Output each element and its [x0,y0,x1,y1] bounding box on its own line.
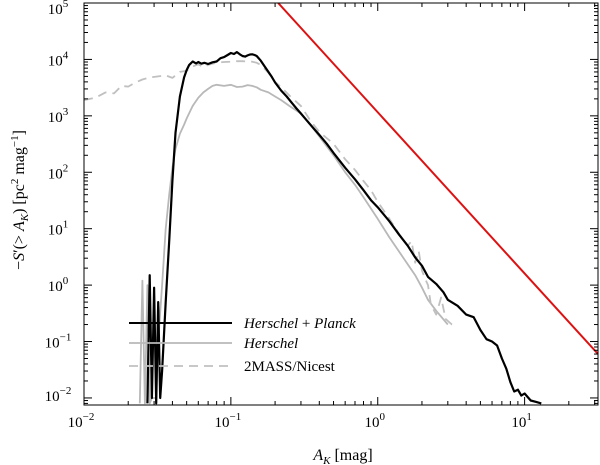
legend-entry: Herschel + Planck [243,316,356,332]
series-line-herschel [138,83,449,405]
series-line-power-law-reference [277,3,598,355]
y-tick-label: 101 [48,219,69,239]
y-axis-label: −S′(> AK) [pc2 mag−1] [9,130,31,270]
x-axis-label: AK [mag] [312,447,372,465]
series-layer [84,3,598,405]
y-tick-label: 100 [48,275,69,295]
y-tick-label: 10−2 [45,385,72,405]
x-tick-label: 101 [511,411,532,431]
y-tick-label: 102 [48,162,69,182]
legend-entry: 2MASS/Nicest [244,359,336,375]
tick-labels-layer: 10−2 10−1 100 101 10−2 10−1 100 101 102 103 104 105 [45,0,532,431]
x-tick-label: 10−2 [68,411,95,431]
plot-frame [83,2,599,406]
legend-entry: Herschel [243,336,298,352]
y-tick-label: 103 [48,106,69,126]
y-tick-label: 10−1 [45,332,72,352]
ticks-layer [83,2,598,405]
series-line-herschel-planck [146,51,542,405]
x-tick-label: 10−1 [215,411,242,431]
x-tick-label: 100 [364,411,385,431]
y-tick-label: 105 [48,0,69,18]
series-line-2mass-nicest [84,60,458,326]
y-tick-label: 104 [48,49,69,69]
legend: Herschel + Planck Herschel 2MASS/Nicest [129,316,356,375]
